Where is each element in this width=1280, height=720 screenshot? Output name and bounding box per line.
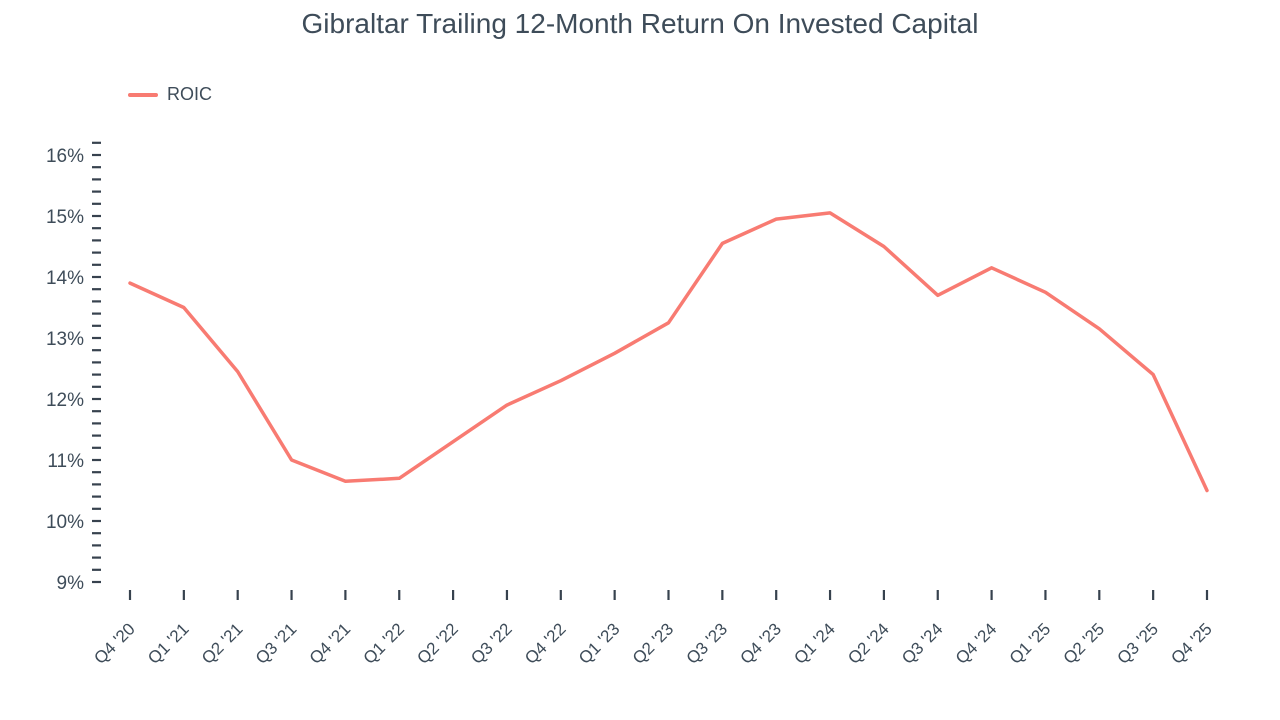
chart-title: Gibraltar Trailing 12-Month Return On In… bbox=[301, 8, 979, 39]
x-axis-label: Q4 '22 bbox=[521, 619, 569, 667]
x-axis-label: Q4 '20 bbox=[90, 619, 138, 667]
y-axis-label: 10% bbox=[46, 512, 84, 533]
x-axis-label: Q2 '25 bbox=[1060, 619, 1108, 667]
x-axis-label: Q2 '22 bbox=[413, 619, 461, 667]
x-axis-label: Q1 '22 bbox=[360, 619, 408, 667]
x-axis-label: Q1 '23 bbox=[575, 619, 623, 667]
x-axis-label: Q4 '21 bbox=[306, 619, 354, 667]
x-axis-label: Q2 '24 bbox=[844, 619, 892, 667]
roic-series-line bbox=[128, 211, 1209, 493]
y-axis-label: 15% bbox=[46, 207, 84, 228]
legend-series-label: ROIC bbox=[167, 84, 212, 104]
y-axis-label: 13% bbox=[46, 329, 84, 350]
y-axis: 9% 10% 11% 12% 13% 14% 15% 16% bbox=[46, 141, 101, 594]
legend-line-swatch bbox=[128, 92, 158, 97]
y-axis-label: 11% bbox=[47, 451, 84, 472]
x-axis-label: Q3 '23 bbox=[683, 619, 731, 667]
x-axis-label: Q1 '24 bbox=[790, 619, 838, 667]
x-axis-label: Q4 '25 bbox=[1167, 619, 1215, 667]
x-axis-label: Q3 '22 bbox=[467, 619, 515, 667]
y-axis-label: 9% bbox=[57, 573, 85, 594]
x-axis-label: Q2 '23 bbox=[629, 619, 677, 667]
x-axis-label: Q3 '24 bbox=[898, 619, 946, 667]
legend: ROIC bbox=[128, 84, 212, 105]
x-axis-label: Q1 '21 bbox=[144, 619, 192, 667]
x-axis-label: Q4 '23 bbox=[737, 619, 785, 667]
x-axis-label: Q1 '25 bbox=[1006, 619, 1054, 667]
y-axis-label: 14% bbox=[46, 268, 84, 289]
x-axis-label: Q3 '25 bbox=[1113, 619, 1161, 667]
x-axis-label: Q4 '24 bbox=[952, 619, 1000, 667]
y-axis-label: 16% bbox=[46, 146, 84, 167]
x-axis-label: Q2 '21 bbox=[198, 619, 246, 667]
x-axis: Q4 '20 Q1 '21 Q2 '21 Q3 '21 Q4 '21 Q1 '22 Q2 '… bbox=[90, 590, 1216, 668]
x-axis-label: Q3 '21 bbox=[252, 619, 300, 667]
y-axis-label: 12% bbox=[46, 390, 84, 411]
